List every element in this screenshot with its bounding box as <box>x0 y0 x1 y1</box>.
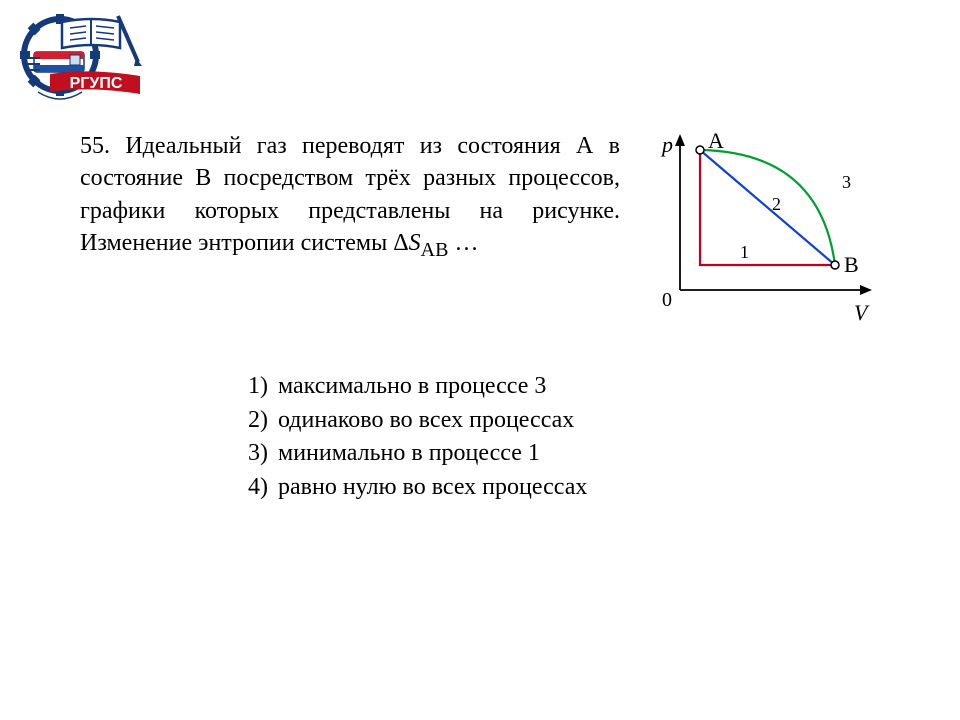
book-icon <box>62 18 120 48</box>
axis-label-p: p <box>660 132 673 157</box>
point-b <box>831 261 839 269</box>
answer-options: 1) максимально в процессе 3 2) одинаково… <box>240 370 880 504</box>
question-text: 55. Идеальный газ переводят из состояния… <box>80 130 620 264</box>
question-number: 55. <box>80 133 110 159</box>
train-icon <box>24 52 84 72</box>
origin-label: 0 <box>662 289 672 311</box>
path1-label: 1 <box>740 242 749 262</box>
option-number: 1) <box>240 370 272 404</box>
question-block: 55. Идеальный газ переводят из состояния… <box>80 130 880 504</box>
option-text: равно нулю во всех процессах <box>272 471 587 505</box>
option-3: 3) минимально в процессе 1 <box>240 437 880 471</box>
entropy-S: S <box>409 230 421 256</box>
option-1: 1) максимально в процессе 3 <box>240 370 880 404</box>
option-number: 2) <box>240 404 272 438</box>
point-a <box>696 146 704 154</box>
option-text: одинаково во всех процессах <box>272 404 574 438</box>
entropy-sub: AB <box>421 239 449 261</box>
path-2 <box>700 150 835 265</box>
university-logo: РГУПС <box>20 10 150 110</box>
question-body: Идеальный газ переводят из состояния А в… <box>80 133 620 256</box>
axis-label-v: V <box>854 300 870 325</box>
option-text: максимально в процессе 3 <box>272 370 546 404</box>
entropy-delta: Δ <box>393 230 408 256</box>
option-number: 3) <box>240 437 272 471</box>
axes <box>675 134 872 295</box>
option-4: 4) равно нулю во всех процессах <box>240 471 880 505</box>
question-ellipsis: … <box>454 230 478 256</box>
path3-label: 3 <box>842 172 851 192</box>
option-2: 2) одинаково во всех процессах <box>240 404 880 438</box>
pen-icon <box>118 16 142 66</box>
point-a-label: А <box>708 130 724 153</box>
path2-label: 2 <box>772 194 781 214</box>
option-number: 4) <box>240 471 272 505</box>
logo-banner-text: РГУПС <box>70 75 123 92</box>
point-b-label: В <box>844 252 859 277</box>
option-text: минимально в процессе 1 <box>272 437 540 471</box>
pv-diagram: p V 0 А В 1 2 3 <box>640 130 880 330</box>
